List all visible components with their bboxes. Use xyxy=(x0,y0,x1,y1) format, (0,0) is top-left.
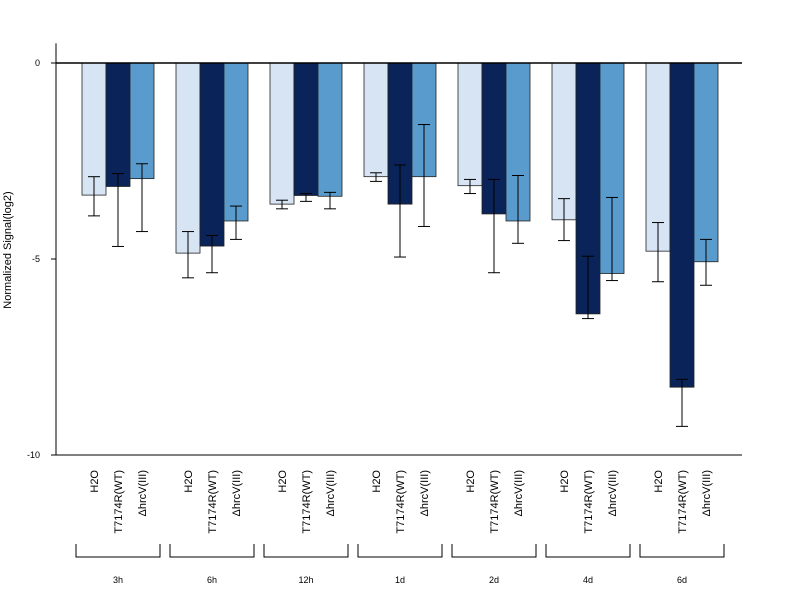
bar xyxy=(175,62,201,254)
bar xyxy=(81,62,107,196)
bar xyxy=(363,62,389,178)
bar xyxy=(551,62,577,221)
condition-label: T7174R(WT) xyxy=(583,470,595,534)
condition-label: T7174R(WT) xyxy=(489,470,501,534)
condition-label: H2O xyxy=(183,470,195,493)
y-tick-label: -10 xyxy=(27,450,40,460)
bar xyxy=(457,62,483,187)
group-bracket xyxy=(169,544,255,558)
y-tick-label: 0 xyxy=(35,58,40,68)
condition-label: H2O xyxy=(559,470,571,493)
condition-label: H2O xyxy=(89,470,101,493)
condition-label: T7174R(WT) xyxy=(113,470,125,534)
bar xyxy=(223,62,249,222)
bar xyxy=(129,62,155,180)
condition-label: T7174R(WT) xyxy=(301,470,313,534)
group-label: 12h xyxy=(298,575,313,585)
condition-label: ΔhrcV(III) xyxy=(701,470,713,516)
group-bracket xyxy=(263,544,349,558)
group-bracket xyxy=(75,544,161,558)
bar xyxy=(269,62,295,205)
bar xyxy=(669,62,695,388)
condition-label: H2O xyxy=(465,470,477,493)
bar xyxy=(317,62,343,197)
group-label: 2d xyxy=(489,575,499,585)
bar xyxy=(293,62,319,196)
group-label: 1d xyxy=(395,575,405,585)
condition-label: T7174R(WT) xyxy=(395,470,407,534)
group-bracket xyxy=(545,544,631,558)
plot-area: 0 -5 -10 H2O T7174R(WT) ΔhrcV(III) 3h H2O T7174R… xyxy=(27,43,742,585)
condition-label: ΔhrcV(III) xyxy=(137,470,149,516)
group-label: 3h xyxy=(113,575,123,585)
bar xyxy=(105,62,131,187)
condition-label: H2O xyxy=(277,470,289,493)
condition-label: ΔhrcV(III) xyxy=(325,470,337,516)
condition-label: ΔhrcV(III) xyxy=(513,470,525,516)
group-bracket xyxy=(451,544,537,558)
condition-label: ΔhrcV(III) xyxy=(231,470,243,516)
group-label: 4d xyxy=(583,575,593,585)
condition-label: T7174R(WT) xyxy=(677,470,689,534)
bar xyxy=(693,62,719,263)
condition-label: H2O xyxy=(371,470,383,493)
group-label: 6h xyxy=(207,575,217,585)
condition-label: ΔhrcV(III) xyxy=(607,470,619,516)
y-axis-title: Normalized Signal(log2) xyxy=(2,191,14,308)
y-tick-label: -5 xyxy=(32,254,40,264)
bar xyxy=(199,62,225,247)
condition-label: H2O xyxy=(653,470,665,493)
group-bracket xyxy=(357,544,443,558)
condition-label: T7174R(WT) xyxy=(207,470,219,534)
group-bracket xyxy=(639,544,725,558)
condition-label: ΔhrcV(III) xyxy=(419,470,431,516)
group-label: 6d xyxy=(677,575,687,585)
